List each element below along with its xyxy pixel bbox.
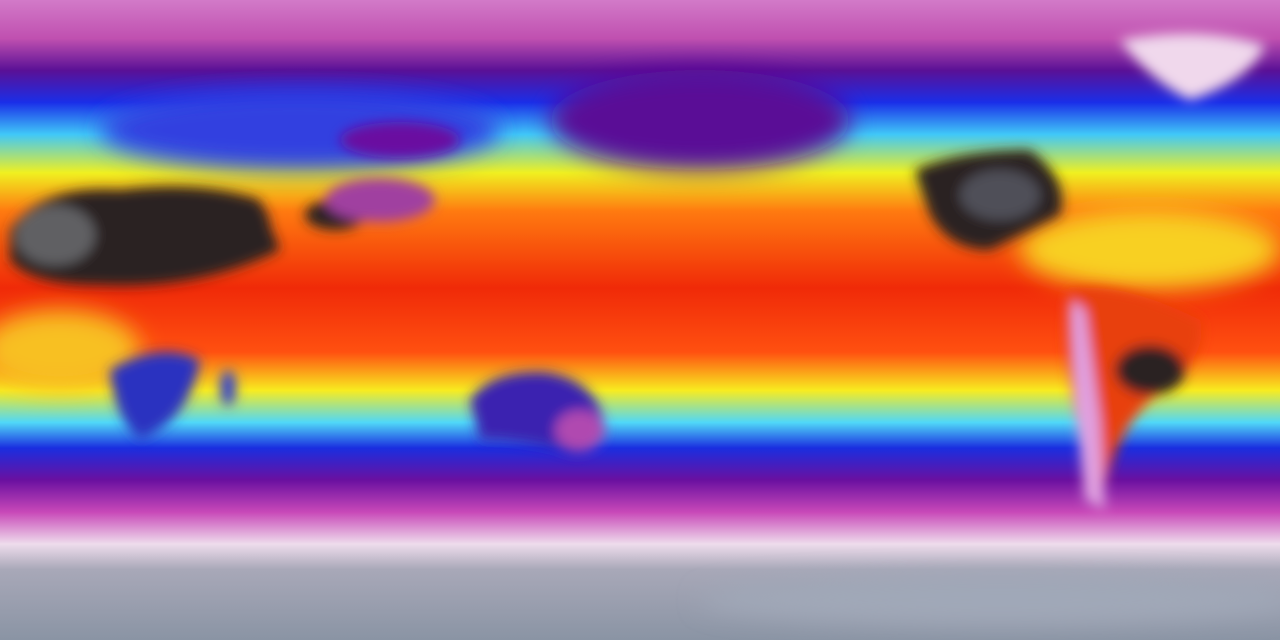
madagascar bbox=[220, 370, 236, 406]
continents bbox=[10, 33, 1265, 510]
amazon-hot-region bbox=[1115, 345, 1185, 395]
sahara-core bbox=[15, 205, 95, 265]
andes-cold bbox=[1070, 300, 1105, 510]
australia-southeast bbox=[555, 410, 605, 450]
siberia-cold bbox=[340, 122, 460, 158]
tibetan-plateau bbox=[325, 178, 435, 222]
north-america-core bbox=[960, 170, 1040, 220]
southern-africa bbox=[110, 352, 200, 440]
greenland bbox=[1120, 33, 1265, 100]
arabia-hot-region bbox=[200, 195, 270, 255]
